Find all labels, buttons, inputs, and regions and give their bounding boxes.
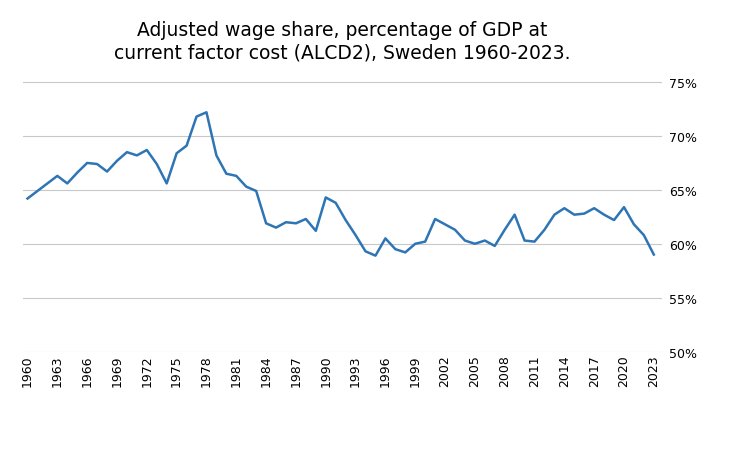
Title: Adjusted wage share, percentage of GDP at
current factor cost (ALCD2), Sweden 19: Adjusted wage share, percentage of GDP a… — [114, 21, 571, 62]
